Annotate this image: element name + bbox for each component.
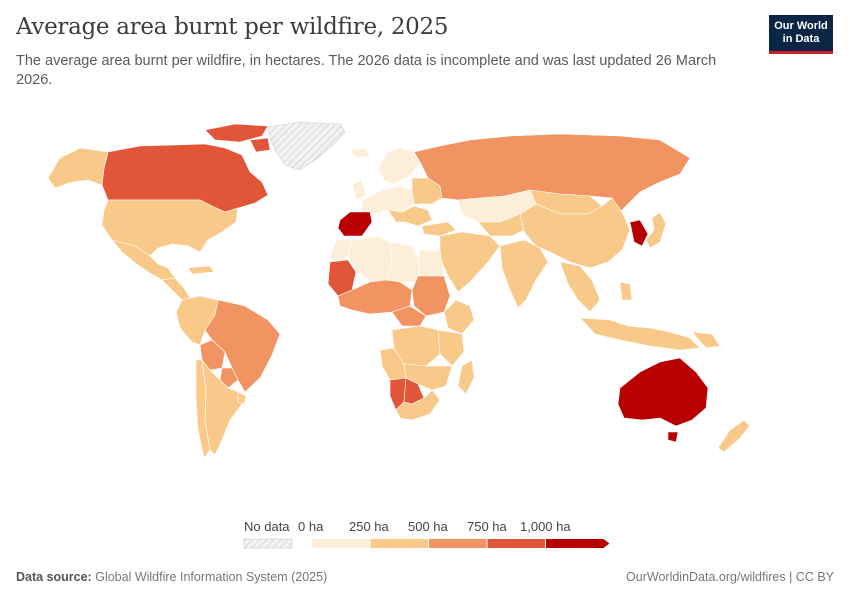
region-spain[interactable] — [337, 211, 373, 237]
region-southeast-asia[interactable] — [619, 281, 633, 301]
region-paraguay[interactable] — [219, 367, 239, 389]
region-central-african-republic[interactable] — [391, 305, 427, 327]
region-australia[interactable] — [667, 431, 679, 443]
legend-tick-2: 500 ha — [408, 519, 448, 534]
region-argentina[interactable] — [237, 391, 247, 405]
legend-bin-2 — [429, 539, 487, 548]
world-map — [47, 121, 751, 459]
region-north-korea[interactable] — [629, 219, 649, 247]
region-india[interactable] — [499, 239, 549, 309]
region-western-europe[interactable] — [351, 179, 367, 201]
region-sudan[interactable] — [411, 275, 451, 317]
legend-tick-1: 250 ha — [349, 519, 389, 534]
legend-bin-0 — [312, 539, 370, 548]
page-subtitle: The average area burnt per wildfire, in … — [16, 53, 717, 88]
region-indonesia[interactable] — [691, 331, 721, 349]
region-japan[interactable] — [645, 211, 667, 249]
region-indonesia[interactable] — [579, 317, 701, 351]
legend-tick-4: 1,000 ha — [520, 519, 571, 534]
region-southeast-asia[interactable] — [559, 261, 601, 313]
region-argentina[interactable] — [201, 359, 243, 456]
region-algeria[interactable] — [329, 239, 353, 263]
legend-tick-3: 750 ha — [467, 519, 507, 534]
region-middle-east[interactable] — [439, 231, 501, 293]
footer-url[interactable]: OurWorldinData.org/wildfires | CC BY — [626, 570, 834, 584]
region-new-zealand[interactable] — [717, 419, 751, 453]
region-western-south-america[interactable] — [175, 295, 219, 346]
legend-no-data-label: No data — [244, 519, 290, 534]
source-value[interactable]: Global Wildfire Information System (2025… — [95, 570, 328, 584]
region-east-africa[interactable] — [443, 299, 475, 335]
region-central-america[interactable] — [187, 265, 215, 275]
region-alaska[interactable] — [47, 147, 109, 189]
logo-line-2: in Data — [782, 33, 820, 45]
legend-bin-4 — [546, 539, 604, 548]
region-middle-east[interactable] — [421, 221, 457, 237]
region-australia[interactable] — [617, 357, 709, 427]
region-libya[interactable] — [385, 241, 421, 283]
region-canada[interactable] — [204, 123, 269, 143]
region-south-africa[interactable] — [395, 389, 441, 421]
region-greenland[interactable] — [267, 121, 346, 171]
region-brazil[interactable] — [204, 299, 281, 393]
legend-bin-3 — [487, 539, 545, 548]
region-sahel[interactable] — [337, 279, 413, 315]
legend-bin-1 — [370, 539, 428, 548]
legend-color-scale — [312, 539, 610, 548]
legend-tick-0: 0 ha — [298, 519, 324, 534]
region-china[interactable] — [519, 197, 631, 269]
region-madagascar[interactable] — [457, 359, 475, 395]
legend-arrow — [603, 539, 610, 548]
region-canada[interactable] — [249, 137, 271, 153]
footer-source: Data source: Global Wildfire Information… — [16, 570, 327, 584]
legend-no-data-swatch — [243, 538, 293, 549]
region-scandinavia[interactable] — [377, 147, 421, 185]
region-east-africa[interactable] — [437, 329, 465, 367]
region-scandinavia[interactable] — [349, 147, 371, 159]
region-eastern-europe[interactable] — [387, 205, 433, 227]
source-label: Data source: — [16, 570, 92, 584]
owid-logo[interactable]: Our World in Data — [769, 15, 833, 54]
page-title: Average area burnt per wildfire, 2025 — [16, 14, 449, 40]
logo-line-1: Our World — [774, 20, 828, 32]
